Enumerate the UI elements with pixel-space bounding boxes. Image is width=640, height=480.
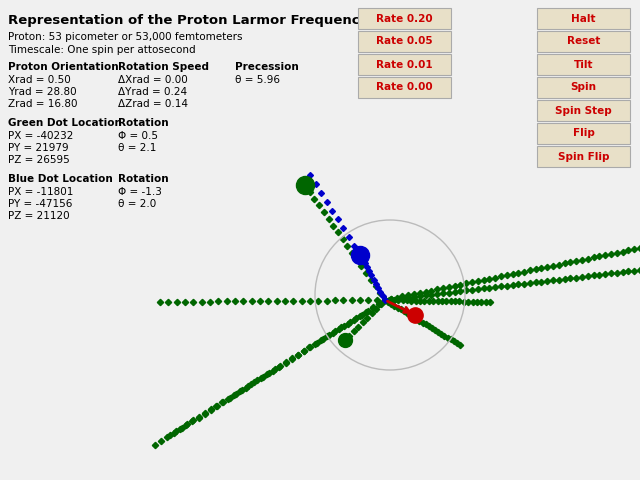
Text: Proton: 53 picometer or 53,000 femtometers: Proton: 53 picometer or 53,000 femtomete… [8, 32, 243, 42]
Text: Tilt: Tilt [573, 60, 593, 70]
Text: Rotation: Rotation [118, 118, 168, 128]
Text: Blue Dot Location: Blue Dot Location [8, 174, 113, 184]
Text: ΔYrad = 0.24: ΔYrad = 0.24 [118, 87, 187, 97]
Bar [537, 31, 630, 52]
Text: Green Dot Location: Green Dot Location [8, 118, 122, 128]
Text: PX = -40232: PX = -40232 [8, 131, 74, 141]
Bar [358, 8, 451, 29]
Text: Yrad = 28.80: Yrad = 28.80 [8, 87, 77, 97]
Text: Timescale: One spin per attosecond: Timescale: One spin per attosecond [8, 45, 196, 55]
Text: Halt: Halt [572, 13, 596, 24]
Bar [537, 77, 630, 98]
Text: PY = -47156: PY = -47156 [8, 199, 72, 209]
Text: Spin Flip: Spin Flip [557, 152, 609, 161]
Bar [537, 123, 630, 144]
Bar [358, 77, 451, 98]
Bar [537, 54, 630, 75]
Text: Spin: Spin [570, 83, 596, 93]
Text: Rate 0.01: Rate 0.01 [376, 60, 433, 70]
Bar [358, 54, 451, 75]
Text: θ = 2.1: θ = 2.1 [118, 143, 156, 153]
Text: PZ = 21120: PZ = 21120 [8, 211, 70, 221]
Text: ΔXrad = 0.00: ΔXrad = 0.00 [118, 75, 188, 85]
Text: Proton Orientation: Proton Orientation [8, 62, 118, 72]
Text: Rate 0.05: Rate 0.05 [376, 36, 433, 47]
Text: Rotation Speed: Rotation Speed [118, 62, 209, 72]
Text: PX = -11801: PX = -11801 [8, 187, 74, 197]
Text: ΔZrad = 0.14: ΔZrad = 0.14 [118, 99, 188, 109]
Text: PZ = 26595: PZ = 26595 [8, 155, 70, 165]
Bar [537, 146, 630, 167]
Text: Φ = 0.5: Φ = 0.5 [118, 131, 158, 141]
Text: Rate 0.00: Rate 0.00 [376, 83, 433, 93]
Text: Φ = -1.3: Φ = -1.3 [118, 187, 162, 197]
Text: Spin Step: Spin Step [555, 106, 612, 116]
Bar [537, 100, 630, 121]
Text: Rotation: Rotation [118, 174, 168, 184]
Text: Zrad = 16.80: Zrad = 16.80 [8, 99, 77, 109]
Text: Reset: Reset [567, 36, 600, 47]
Text: Flip: Flip [573, 129, 595, 139]
Text: Representation of the Proton Larmor Frequency: Representation of the Proton Larmor Freq… [8, 14, 368, 27]
Text: θ = 5.96: θ = 5.96 [235, 75, 280, 85]
Text: θ = 2.0: θ = 2.0 [118, 199, 156, 209]
Bar [537, 8, 630, 29]
Text: Xrad = 0.50: Xrad = 0.50 [8, 75, 71, 85]
Text: PY = 21979: PY = 21979 [8, 143, 68, 153]
Text: Rate 0.20: Rate 0.20 [376, 13, 433, 24]
Text: Precession: Precession [235, 62, 299, 72]
Bar [358, 31, 451, 52]
